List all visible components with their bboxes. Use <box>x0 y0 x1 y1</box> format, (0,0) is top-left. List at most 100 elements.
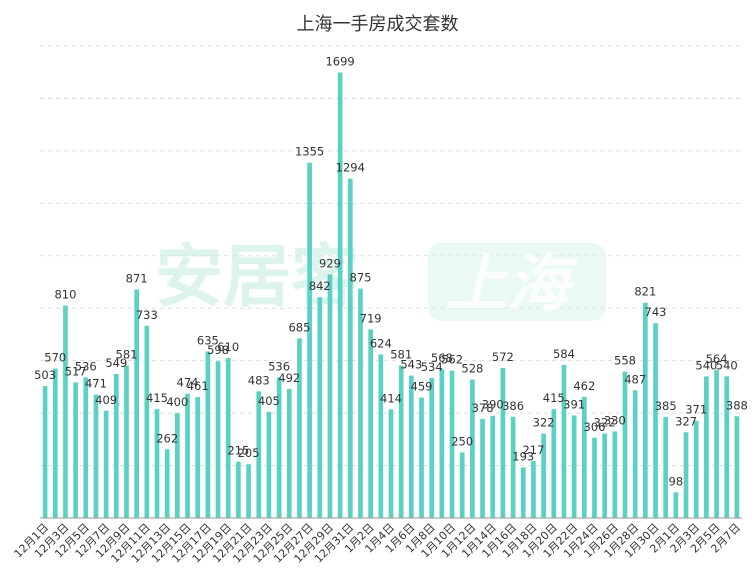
data-label: 492 <box>278 371 300 385</box>
watermark-brand: 安居客 <box>155 238 359 317</box>
data-label: 385 <box>655 399 677 413</box>
data-label: 262 <box>156 431 178 445</box>
bar <box>113 374 119 518</box>
bar <box>195 397 201 518</box>
bar <box>276 377 282 518</box>
data-label: 400 <box>166 395 188 409</box>
bar <box>470 379 475 518</box>
bar <box>185 393 190 518</box>
bar <box>663 417 669 518</box>
bar <box>592 437 597 518</box>
data-label: 1355 <box>295 145 324 159</box>
bar <box>398 365 404 518</box>
data-label: 581 <box>116 348 138 362</box>
data-label: 462 <box>573 379 595 393</box>
data-label: 459 <box>411 380 433 394</box>
bar <box>42 386 48 518</box>
bar <box>368 329 373 518</box>
bar <box>93 394 99 518</box>
bar <box>307 162 312 518</box>
data-label: 584 <box>553 347 575 361</box>
bar <box>704 376 709 518</box>
bar <box>73 382 78 518</box>
data-label: 391 <box>563 397 585 411</box>
data-label: 517 <box>65 364 87 378</box>
data-label: 322 <box>533 416 555 430</box>
data-label: 534 <box>421 360 443 374</box>
data-label: 409 <box>95 393 117 407</box>
bars <box>42 72 740 519</box>
data-label: 572 <box>492 350 514 364</box>
data-label: 415 <box>146 391 168 405</box>
data-label: 471 <box>85 376 107 390</box>
data-label: 610 <box>217 340 239 354</box>
bar <box>531 461 536 518</box>
data-label: 528 <box>461 362 483 376</box>
data-label: 540 <box>695 358 717 372</box>
data-label: 250 <box>451 434 473 448</box>
bar <box>297 338 302 518</box>
bar <box>561 364 567 518</box>
data-label: 540 <box>716 358 738 372</box>
data-label: 483 <box>248 373 270 387</box>
bar <box>378 354 384 518</box>
data-label: 330 <box>604 413 626 427</box>
bar <box>622 371 628 518</box>
bar <box>693 420 699 518</box>
bar <box>490 415 496 518</box>
bar <box>154 409 160 518</box>
data-label: 461 <box>187 379 209 393</box>
data-label: 371 <box>685 403 707 417</box>
data-label: 810 <box>54 288 76 302</box>
data-label: 1294 <box>336 161 365 175</box>
bar <box>124 365 129 518</box>
data-label: 821 <box>634 285 656 299</box>
data-label: 474 <box>177 376 199 390</box>
data-label: 217 <box>522 443 544 457</box>
bar <box>225 358 231 518</box>
bar <box>175 413 180 518</box>
bar <box>134 289 139 518</box>
bar <box>541 433 546 518</box>
bar <box>500 368 506 518</box>
data-label: 306 <box>584 420 606 434</box>
chart-title: 上海一手房成交套数 <box>296 14 459 35</box>
bar <box>205 351 211 518</box>
data-label: 322 <box>594 416 616 430</box>
data-label: 388 <box>726 398 748 412</box>
bar <box>256 391 262 518</box>
data-labels: 5035708105175364714095495818717334152624… <box>34 54 748 488</box>
data-label: 487 <box>624 372 646 386</box>
bar <box>683 432 689 518</box>
data-label: 719 <box>360 311 382 325</box>
bar <box>327 274 333 518</box>
bar <box>144 325 150 518</box>
data-label: 564 <box>706 352 728 366</box>
bar <box>581 396 587 518</box>
bar <box>317 297 323 518</box>
bar <box>643 302 648 518</box>
bar <box>571 415 577 518</box>
watermark-city-box <box>428 243 606 321</box>
bar <box>612 431 618 518</box>
data-label: 98 <box>669 474 684 488</box>
bar <box>459 452 465 518</box>
data-label: 327 <box>675 414 697 428</box>
bar <box>734 416 740 518</box>
data-label: 415 <box>543 391 565 405</box>
data-label: 543 <box>400 358 422 372</box>
bar <box>337 72 343 519</box>
bar <box>724 376 730 518</box>
bar <box>164 449 170 518</box>
data-label: 215 <box>227 444 249 458</box>
data-label: 390 <box>482 398 504 412</box>
bar <box>358 288 363 518</box>
data-label: 929 <box>319 256 341 270</box>
bar <box>388 409 394 518</box>
bar <box>449 370 455 518</box>
bar <box>266 411 272 518</box>
data-label: 743 <box>645 305 667 319</box>
bar <box>286 388 292 518</box>
data-label: 414 <box>380 391 402 405</box>
